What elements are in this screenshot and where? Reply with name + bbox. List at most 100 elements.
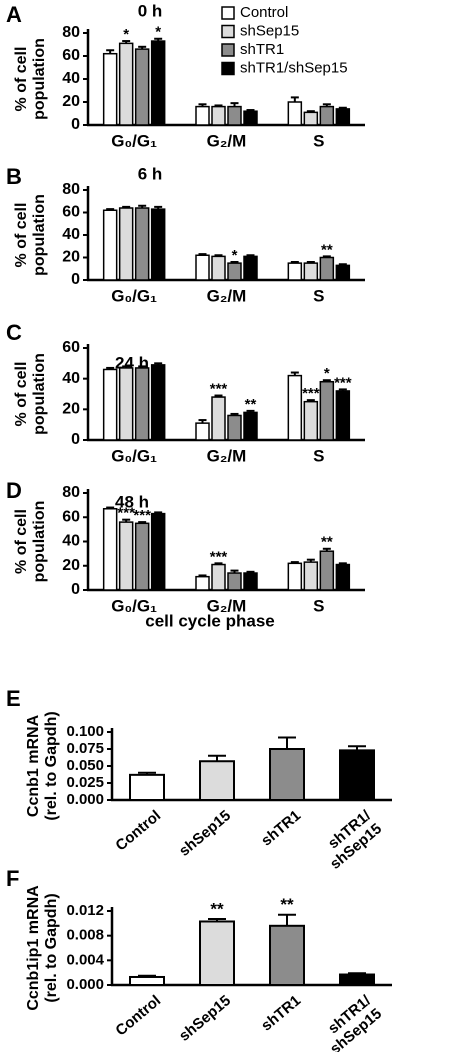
y-axis-label: % of cell [13, 362, 30, 427]
panel-letter: A [6, 2, 22, 27]
panel-title: 48 h [115, 492, 149, 511]
error-bar [138, 974, 156, 977]
legend-label: shTR1 [240, 41, 284, 58]
y-tick-label: 0.025 [66, 774, 104, 791]
error-bar [198, 103, 207, 107]
error-bar [198, 419, 207, 424]
error-bar [154, 362, 163, 365]
legend-swatch [221, 6, 235, 20]
y-axis-label: % of cell [13, 203, 30, 268]
significance: * [232, 247, 238, 264]
bar [211, 396, 226, 441]
bar [134, 207, 150, 281]
significance: * [324, 365, 330, 382]
panel-title: 0 h [138, 1, 163, 20]
y-tick-label: 40 [62, 70, 80, 87]
panel-title: 6 h [138, 164, 163, 183]
bar [118, 521, 134, 591]
bar [134, 48, 150, 126]
error-bar [290, 371, 299, 376]
bar [195, 575, 210, 591]
bar [102, 52, 118, 126]
error-bar [290, 261, 299, 264]
significance: ** [245, 396, 257, 413]
panel-letter: D [6, 478, 22, 503]
legend-label: Control [240, 4, 288, 21]
bar [129, 773, 165, 802]
error-bar [348, 745, 366, 751]
y-tick-label: 0.100 [66, 723, 104, 740]
bar [335, 390, 351, 441]
error-bar [322, 547, 331, 552]
bar [150, 208, 166, 281]
error-bar [306, 110, 315, 113]
error-bar [230, 569, 239, 574]
error-bar [122, 205, 131, 208]
significance: * [123, 26, 129, 43]
significance: *** [133, 507, 151, 524]
bar [118, 42, 134, 126]
bar [102, 209, 118, 281]
error-bar [122, 365, 131, 368]
error-bar [154, 205, 163, 210]
error-bar [306, 261, 315, 264]
bar [195, 254, 210, 281]
error-bar [198, 574, 207, 577]
bar [287, 562, 303, 591]
y-tick-label: 0.004 [66, 951, 104, 968]
significance: *** [210, 548, 228, 565]
error-bar [122, 40, 131, 44]
y-tick-label: 20 [62, 249, 80, 266]
bar [102, 508, 118, 591]
significance: ** [321, 241, 333, 258]
x-tick-label: G₀/G₁ [111, 286, 157, 305]
error-bar [138, 45, 147, 50]
bar [199, 760, 235, 801]
bar [319, 550, 335, 591]
x-tick-label: G₂/M [207, 286, 247, 305]
x-tick-label: S [313, 596, 324, 615]
error-bar [138, 521, 147, 524]
bar [303, 561, 319, 591]
bar [269, 748, 305, 801]
error-bar [338, 263, 347, 266]
bar [335, 108, 351, 126]
bar [150, 364, 166, 441]
x-tick-label: G₀/G₁ [111, 446, 157, 465]
x-tick-label: G₂/M [207, 446, 247, 465]
x-tick-label: S [313, 131, 324, 150]
x-tick-label: G₀/G₁ [111, 596, 157, 615]
y-tick-label: 40 [62, 370, 80, 387]
error-bar [138, 204, 147, 208]
significance: *** [302, 385, 320, 402]
error-bar [338, 562, 347, 565]
legend-label: shTR1/shSep15 [240, 59, 348, 76]
y-tick-label: 20 [62, 93, 80, 110]
y-tick-label: 0 [71, 116, 80, 133]
error-bar [214, 104, 223, 107]
panel-letter: C [6, 320, 22, 345]
panel-letter: E [6, 686, 21, 711]
bar [211, 105, 226, 126]
y-tick-label: 60 [62, 508, 80, 525]
x-tick-label: Control [112, 992, 164, 1039]
bar [243, 572, 258, 591]
bar [150, 40, 166, 126]
error-bar [208, 918, 226, 922]
bar [243, 110, 258, 126]
legend-swatch [221, 43, 235, 57]
y-axis-label: Ccnb1ip1 mRNA [25, 885, 42, 1011]
error-bar [246, 570, 255, 574]
error-bar [198, 253, 207, 256]
bar [303, 400, 319, 441]
x-tick-label: G₂/M [207, 131, 247, 150]
legend-swatch [221, 61, 235, 76]
error-bar [290, 96, 299, 102]
panel-letter: F [6, 866, 19, 891]
bar [303, 111, 319, 126]
bar [211, 563, 226, 591]
error-bar [290, 561, 299, 564]
x-tick-label: S [313, 286, 324, 305]
error-bar [278, 736, 296, 749]
